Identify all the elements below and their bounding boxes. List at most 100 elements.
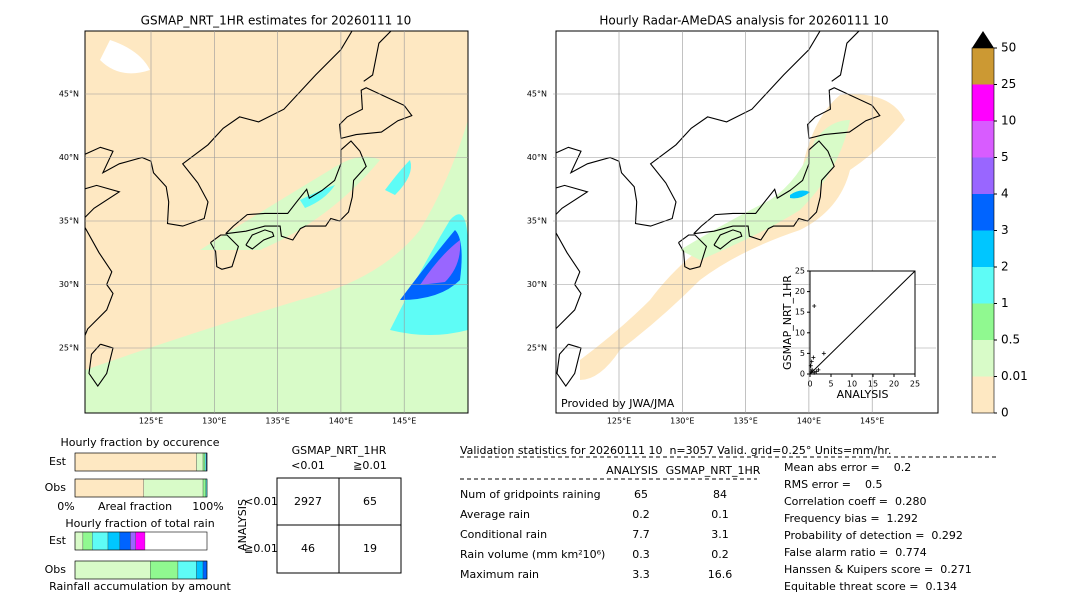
fraction-segment <box>196 452 204 472</box>
axis-left: 0% <box>57 500 74 513</box>
fraction-segment <box>202 452 206 472</box>
inset-xlabel: ANALYSIS <box>837 388 889 401</box>
colorbar-label: 50 <box>1001 41 1016 55</box>
colorbar-label: 25 <box>1001 77 1016 91</box>
row-label: ≧0.01 <box>244 542 278 555</box>
colorbar-segment <box>972 84 994 121</box>
right-map-field <box>556 31 938 413</box>
fraction-segment <box>119 531 131 551</box>
colorbar-label: 3 <box>1001 223 1009 237</box>
cell: 65 <box>634 488 648 501</box>
colorbar-label: 10 <box>1001 114 1016 128</box>
fraction-segment <box>204 452 207 472</box>
coastline <box>225 140 367 241</box>
map-title: GSMAP_NRT_1HR estimates for 20260111 10 <box>141 14 412 28</box>
lat-label: 30°N <box>527 280 547 289</box>
lat-label: 35°N <box>59 217 79 226</box>
lon-label: 130°E <box>202 417 226 426</box>
y-tick-label: 0 <box>800 370 805 379</box>
colorbar-segment <box>972 121 994 158</box>
row-label: Est <box>49 534 67 547</box>
score: Probability of detection = 0.292 <box>784 529 963 542</box>
cell: 0.2 <box>711 548 729 561</box>
lon-label: 135°E <box>733 417 757 426</box>
inset-ylabel: GSMAP_NRT_1HR <box>781 275 794 370</box>
fraction-segment <box>150 560 179 580</box>
lon-label: 140°E <box>329 417 353 426</box>
cell: 46 <box>301 542 315 555</box>
coastline <box>831 31 860 82</box>
lat-label: 45°N <box>527 90 547 99</box>
cell: 16.6 <box>708 568 733 581</box>
row-label: Rain volume (mm km²10⁶) <box>460 548 605 561</box>
left-map-frame <box>84 30 469 414</box>
y-tick-label: 5 <box>800 349 805 358</box>
fraction-segment <box>130 531 136 551</box>
coastline <box>807 87 881 139</box>
row-label: Num of gridpoints raining <box>460 488 601 501</box>
score: Hanssen & Kuipers score = 0.271 <box>784 563 972 576</box>
y-tick-label: 15 <box>795 308 805 317</box>
y-tick-label: 20 <box>795 287 805 296</box>
row-label: Est <box>49 455 67 468</box>
x-tick-label: 25 <box>910 380 920 389</box>
contingency-ylabel: ANALYSIS <box>236 499 249 551</box>
lat-label: 25°N <box>527 344 547 353</box>
colorbar-segment <box>972 157 994 194</box>
cell: 3.1 <box>711 528 729 541</box>
point <box>814 369 819 374</box>
lat-label: 40°N <box>59 153 79 162</box>
panel-title: Hourly fraction by occurence <box>61 436 220 449</box>
coastline <box>556 31 821 227</box>
fraction-segment <box>143 478 204 498</box>
coastline <box>85 31 353 227</box>
coastline <box>245 229 275 250</box>
score: RMS error = 0.5 <box>784 478 882 491</box>
y-tick-label: 10 <box>795 328 805 337</box>
cell: 7.7 <box>632 528 650 541</box>
lon-label: 125°E <box>139 417 163 426</box>
column-header: GSMAP_NRT_1HR <box>666 464 761 477</box>
colorbar-label: 0 <box>1001 406 1009 420</box>
panel-title: Hourly fraction of total rain <box>65 517 214 530</box>
colorbar-segment <box>972 376 994 413</box>
score: Equitable threat score = 0.134 <box>784 580 957 593</box>
colorbar-label: 0.01 <box>1001 369 1028 383</box>
lon-label: 145°E <box>860 417 884 426</box>
point <box>816 367 821 372</box>
fraction-segment <box>92 531 109 551</box>
fraction-segment <box>74 531 84 551</box>
cell: 84 <box>713 488 727 501</box>
right-map-frame <box>555 30 939 414</box>
coastline <box>678 234 708 270</box>
column-header: ANALYSIS <box>606 464 658 477</box>
lon-label: 145°E <box>392 417 416 426</box>
colorbar-label: 4 <box>1001 187 1009 201</box>
cell: 0.2 <box>632 508 650 521</box>
axis-label: Areal fraction <box>98 500 172 513</box>
score: False alarm ratio = 0.774 <box>784 546 927 559</box>
fraction-segment <box>74 452 197 472</box>
coastline <box>556 184 589 330</box>
contingency-title: GSMAP_NRT_1HR <box>292 444 387 457</box>
fraction-segment <box>74 560 151 580</box>
fraction-segment <box>74 478 144 498</box>
diagonal <box>809 270 916 375</box>
coastline <box>363 31 392 82</box>
colorbar-segment <box>972 340 994 377</box>
amount-xlabel: Rainfall accumulation by amount <box>49 580 231 593</box>
score: Frequency bias = 1.292 <box>784 512 918 525</box>
colorbar-label: 5 <box>1001 150 1009 164</box>
colorbar-segment <box>972 48 994 85</box>
coastline <box>85 184 121 337</box>
fraction-segment <box>135 531 146 551</box>
coastline <box>693 140 835 241</box>
colorbar-segment <box>972 303 994 340</box>
cell: 19 <box>363 542 377 555</box>
cell: 0.1 <box>711 508 729 521</box>
cell: 2927 <box>294 495 322 508</box>
cell: 65 <box>363 495 377 508</box>
x-tick-label: 5 <box>828 380 833 389</box>
